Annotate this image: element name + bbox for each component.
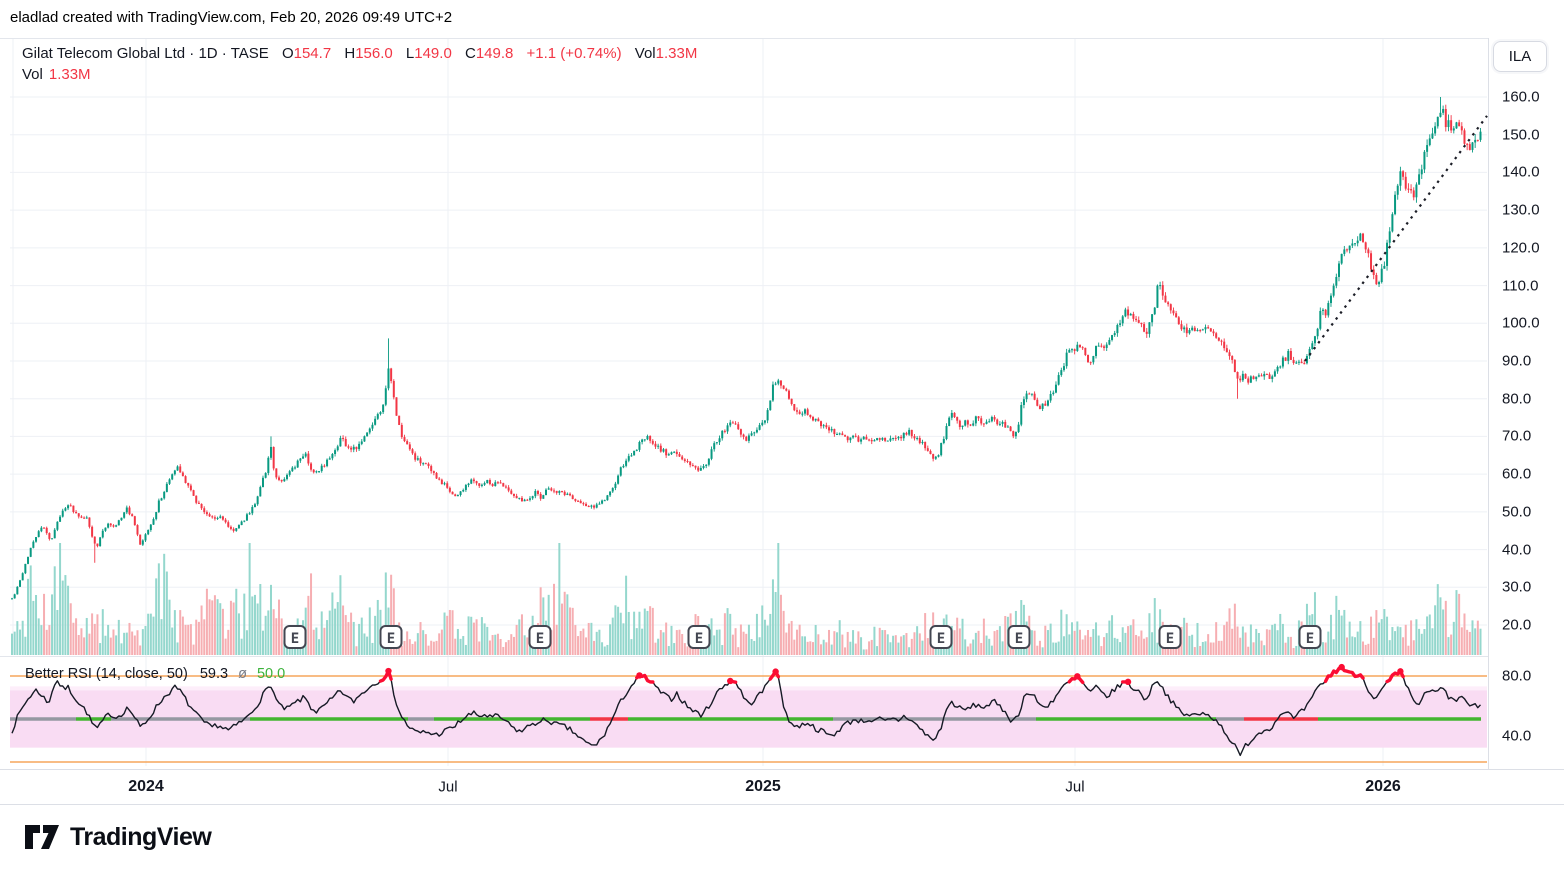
earnings-marker[interactable]: E [929, 625, 953, 649]
price-tick-label: 70.0 [1502, 427, 1532, 445]
earnings-marker[interactable]: E [1158, 625, 1182, 649]
price-tick-label: 150.0 [1502, 126, 1540, 144]
volume-label: Vol [634, 45, 656, 62]
price-tick-label: 130.0 [1502, 201, 1540, 219]
volume-value: 1.33M [655, 45, 698, 62]
svg-text:E: E [1015, 631, 1023, 647]
price-tick-label: 90.0 [1502, 352, 1532, 370]
time-tick-label: 2024 [128, 778, 164, 795]
tradingview-logo[interactable]: TradingView [24, 822, 212, 852]
svg-text:E: E [695, 631, 703, 647]
close-label: C [464, 45, 476, 62]
price-tick-label: 160.0 [1502, 88, 1540, 106]
price-tick-label: 120.0 [1502, 239, 1540, 257]
tradingview-logo-text: TradingView [70, 822, 212, 851]
earnings-marker[interactable]: E [1298, 625, 1322, 649]
svg-text:E: E [291, 631, 299, 647]
candles [11, 97, 1482, 600]
trendline-dotted[interactable] [1304, 115, 1488, 362]
rsi-plot [11, 663, 1482, 757]
rsi-pane [10, 675, 1487, 763]
earnings-marker[interactable]: E [379, 625, 403, 649]
earnings-marker[interactable]: E [1007, 625, 1031, 649]
indicator-value: 59.3 [199, 666, 229, 682]
open-label: O [281, 45, 294, 62]
attribution-text: eladlad created with TradingView.com, Fe… [10, 9, 453, 26]
price-tick-label: 50.0 [1502, 503, 1532, 521]
time-tick-label: 2025 [745, 778, 781, 795]
svg-text:E: E [1166, 631, 1174, 647]
svg-text:E: E [387, 631, 395, 647]
tradingview-logo-icon [25, 825, 59, 849]
volume-legend: Vol 1.33M [22, 66, 91, 83]
open-value: 154.7 [293, 45, 332, 62]
price-tick-label: 80.0 [1502, 390, 1532, 408]
rsi-tick-label: 40.0 [1502, 727, 1532, 745]
time-tick-label: Jul [1065, 778, 1085, 796]
high-value: 156.0 [355, 45, 393, 62]
price-tick-label: 20.0 [1502, 616, 1532, 634]
header-divider [0, 38, 1564, 39]
symbol-title: Gilat Telecom Global Ltd · 1D · TASE [22, 45, 269, 62]
svg-text:E: E [937, 631, 945, 647]
indicator-avg-value: 50.0 [256, 666, 286, 682]
close-value: 149.8 [475, 45, 514, 62]
price-tick-label: 110.0 [1502, 277, 1539, 295]
volume-bars [11, 543, 1482, 655]
change-value: +1.1 (+0.74%) [526, 45, 622, 62]
time-tick-label: 2026 [1365, 778, 1401, 795]
svg-text:E: E [536, 631, 544, 647]
symbol-legend: Gilat Telecom Global Ltd · 1D · TASE O15… [22, 45, 697, 62]
price-tick-label: 100.0 [1502, 314, 1540, 332]
earnings-marker[interactable]: E [687, 625, 711, 649]
time-tick-label: Jul [438, 778, 458, 796]
earnings-marker[interactable]: E [283, 625, 307, 649]
vol-row-label: Vol [22, 66, 43, 83]
svg-text:E: E [1306, 631, 1314, 647]
time-axis[interactable]: 2024 Jul 2025 Jul 2026 [0, 769, 1564, 805]
price-tick-label: 60.0 [1502, 465, 1532, 483]
price-tick-label: 140.0 [1502, 163, 1540, 181]
low-value: 149.0 [414, 45, 452, 62]
vol-row-value: 1.33M [48, 66, 91, 83]
indicator-name: Better RSI (14, close, 50) [25, 666, 188, 682]
high-label: H [344, 45, 356, 62]
indicator-avg-symbol: ø [238, 666, 247, 682]
low-label: L [405, 45, 415, 62]
price-tick-label: 40.0 [1502, 541, 1532, 559]
rsi-tick-label: 80.0 [1502, 667, 1532, 685]
earnings-marker[interactable]: E [528, 625, 552, 649]
price-axis[interactable]: 160.0 150.0 140.0 130.0 120.0 110.0 100.0 90.0 8… [1488, 38, 1564, 803]
currency-toggle-button[interactable]: ILA [1493, 41, 1547, 72]
price-tick-label: 30.0 [1502, 578, 1532, 596]
grid-lines [10, 39, 1487, 766]
indicator-legend: Better RSI (14, close, 50) 59.3 ø 50.0 [25, 666, 285, 682]
